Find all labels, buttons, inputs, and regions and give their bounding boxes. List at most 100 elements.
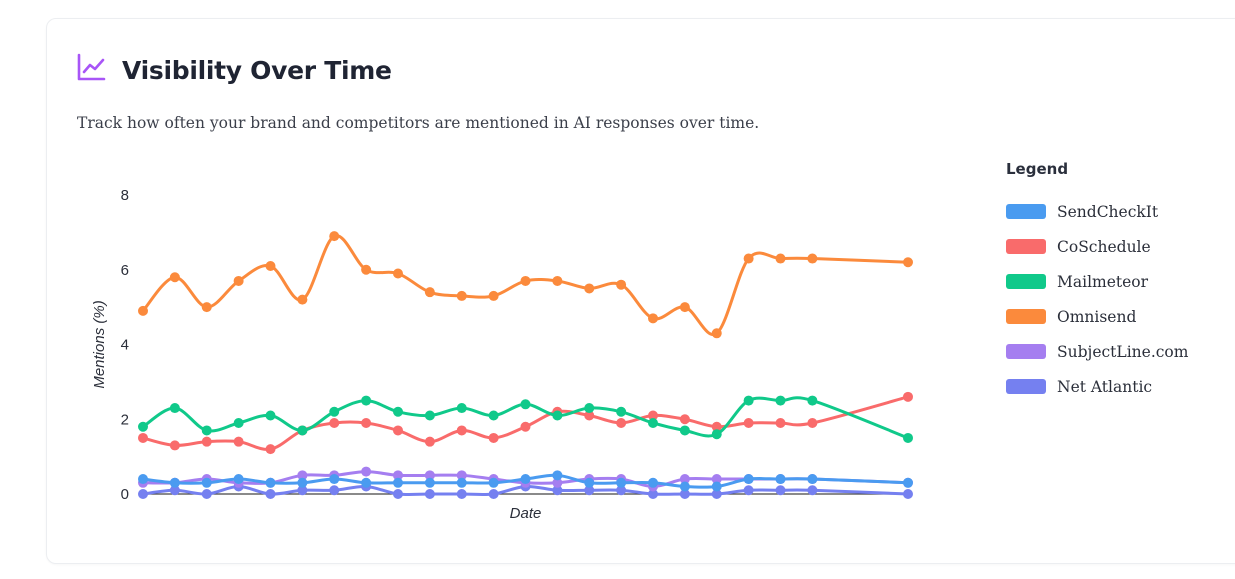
data-point[interactable] (297, 294, 308, 305)
data-point[interactable] (743, 474, 754, 485)
data-point[interactable] (361, 264, 372, 275)
data-point[interactable] (520, 474, 531, 485)
data-point[interactable] (488, 477, 499, 488)
data-point[interactable] (393, 477, 403, 488)
data-point[interactable] (138, 421, 148, 432)
data-point[interactable] (329, 474, 340, 485)
data-point[interactable] (393, 406, 403, 417)
data-point[interactable] (361, 466, 372, 477)
data-point[interactable] (711, 481, 722, 492)
data-point[interactable] (775, 485, 786, 496)
legend-item-net-atlantic[interactable]: Net Atlantic (1006, 369, 1188, 404)
data-point[interactable] (584, 485, 595, 496)
data-point[interactable] (201, 302, 212, 313)
data-point[interactable] (711, 421, 722, 432)
data-point[interactable] (424, 470, 435, 481)
data-point[interactable] (711, 429, 722, 440)
data-point[interactable] (297, 477, 308, 488)
data-point[interactable] (775, 474, 786, 485)
data-point[interactable] (743, 417, 754, 428)
data-point[interactable] (807, 253, 818, 264)
data-point[interactable] (616, 417, 627, 428)
data-point[interactable] (265, 477, 276, 488)
data-point[interactable] (424, 410, 435, 421)
data-point[interactable] (584, 403, 595, 414)
data-point[interactable] (679, 489, 690, 499)
data-point[interactable] (456, 470, 467, 481)
data-point[interactable] (169, 440, 180, 451)
data-point[interactable] (265, 444, 276, 455)
legend-item-omnisend[interactable]: Omnisend (1006, 299, 1188, 334)
data-point[interactable] (201, 425, 212, 436)
data-point[interactable] (169, 477, 180, 488)
data-point[interactable] (711, 328, 722, 339)
data-point[interactable] (743, 395, 754, 406)
data-point[interactable] (456, 403, 467, 414)
data-point[interactable] (648, 313, 658, 324)
data-point[interactable] (679, 481, 690, 492)
data-point[interactable] (552, 410, 563, 421)
data-point[interactable] (393, 425, 403, 436)
data-point[interactable] (903, 489, 913, 499)
data-point[interactable] (201, 436, 212, 447)
data-point[interactable] (265, 489, 276, 499)
data-point[interactable] (138, 489, 148, 499)
data-point[interactable] (456, 290, 467, 301)
data-point[interactable] (775, 395, 786, 406)
data-point[interactable] (679, 414, 690, 425)
data-point[interactable] (393, 268, 403, 279)
data-point[interactable] (743, 485, 754, 496)
data-point[interactable] (169, 272, 180, 283)
data-point[interactable] (233, 474, 244, 485)
data-point[interactable] (424, 489, 435, 499)
data-point[interactable] (361, 395, 372, 406)
data-point[interactable] (138, 305, 148, 316)
data-point[interactable] (488, 432, 499, 443)
data-point[interactable] (616, 485, 627, 496)
data-point[interactable] (233, 417, 244, 428)
data-point[interactable] (361, 477, 372, 488)
legend-item-sendcheckit[interactable]: SendCheckIt (1006, 194, 1188, 229)
data-point[interactable] (807, 485, 818, 496)
data-point[interactable] (679, 302, 690, 313)
data-point[interactable] (807, 474, 818, 485)
data-point[interactable] (329, 417, 340, 428)
data-point[interactable] (903, 257, 913, 268)
data-point[interactable] (169, 485, 180, 496)
data-point[interactable] (584, 410, 595, 421)
data-point[interactable] (169, 403, 180, 414)
data-point[interactable] (329, 231, 340, 242)
data-point[interactable] (233, 436, 244, 447)
legend-item-subjectline-com[interactable]: SubjectLine.com (1006, 334, 1188, 369)
data-point[interactable] (520, 421, 531, 432)
data-point[interactable] (329, 406, 340, 417)
data-point[interactable] (456, 425, 467, 436)
data-point[interactable] (903, 391, 913, 402)
data-point[interactable] (807, 395, 818, 406)
legend-item-mailmeteor[interactable]: Mailmeteor (1006, 264, 1188, 299)
data-point[interactable] (424, 477, 435, 488)
data-point[interactable] (616, 279, 627, 290)
data-point[interactable] (488, 410, 499, 421)
data-point[interactable] (616, 477, 627, 488)
data-point[interactable] (807, 417, 818, 428)
data-point[interactable] (297, 485, 308, 496)
data-point[interactable] (265, 261, 276, 272)
legend-item-coschedule[interactable]: CoSchedule (1006, 229, 1188, 264)
data-point[interactable] (743, 253, 754, 264)
data-point[interactable] (552, 275, 563, 286)
data-point[interactable] (584, 283, 595, 294)
data-point[interactable] (201, 489, 212, 499)
data-point[interactable] (679, 425, 690, 436)
data-point[interactable] (201, 477, 212, 488)
data-point[interactable] (648, 489, 658, 499)
data-point[interactable] (488, 290, 499, 301)
data-point[interactable] (329, 485, 340, 496)
data-point[interactable] (233, 275, 244, 286)
data-point[interactable] (393, 470, 403, 481)
data-point[interactable] (679, 474, 690, 485)
data-point[interactable] (456, 489, 467, 499)
data-point[interactable] (711, 474, 722, 485)
data-point[interactable] (552, 470, 563, 481)
data-point[interactable] (903, 477, 913, 488)
